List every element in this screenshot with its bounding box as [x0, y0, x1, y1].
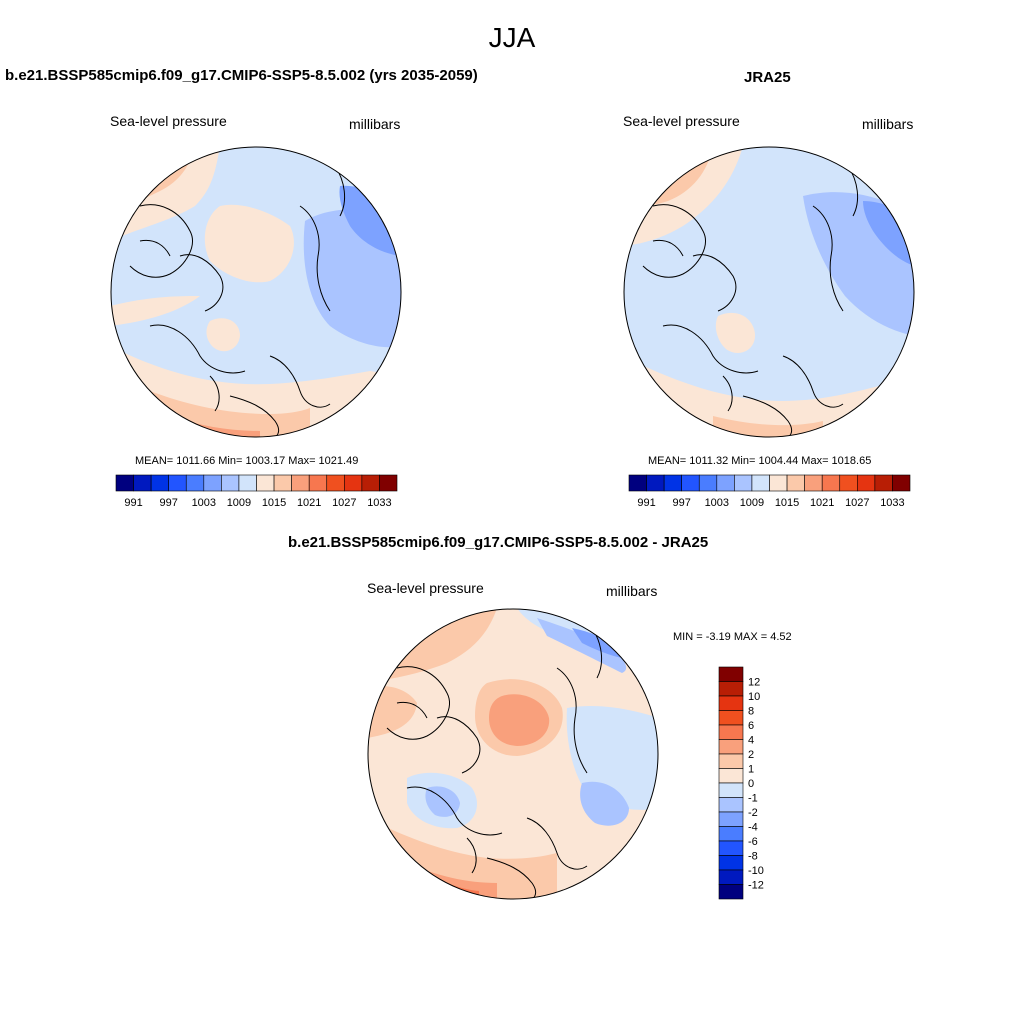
model-colorbar-swatch: [273, 474, 292, 492]
model-colorbar-swatch: [308, 474, 328, 492]
obs-stats: MEAN= 1011.32 Min= 1004.44 Max= 1018.65: [648, 455, 872, 467]
obs-colorbar-swatch: [663, 474, 682, 492]
model-colorbar-swatch: [238, 474, 257, 492]
diff-colorbar-swatch: [718, 710, 744, 726]
model-colorbar-swatch: [203, 474, 222, 492]
diff-colorbar-swatch: [718, 666, 744, 682]
model-colorbar-tick-label: 991: [124, 497, 142, 509]
model-colorbar-tick-label: 1027: [332, 497, 356, 509]
diff-colorbar-tick-label: -1: [748, 793, 758, 805]
model-colorbar-tick-label: 1009: [227, 497, 251, 509]
diff-colorbar-swatch: [718, 768, 744, 784]
model-colorbar-swatch: [185, 474, 205, 492]
model-colorbar-swatch: [133, 474, 152, 492]
diff-colorbar-tick-label: 6: [748, 720, 754, 732]
model-colorbar-swatch: [115, 474, 134, 492]
obs-colorbar-tick-label: 1009: [740, 497, 764, 509]
model-colorbar-tick-label: 1033: [367, 497, 391, 509]
model-colorbar: 991 997 1003 1009 1015 1021 1027 1033: [115, 474, 398, 509]
obs-colorbar-swatch: [628, 474, 647, 492]
model-colorbar-swatch: [379, 474, 398, 492]
model-variable-label: Sea-level pressure: [110, 113, 227, 129]
obs-colorbar-swatch: [751, 474, 770, 492]
model-colorbar-swatch: [326, 474, 345, 492]
model-colorbar-swatch: [168, 474, 187, 492]
obs-colorbar-swatch: [874, 474, 893, 492]
obs-colorbar-swatch: [857, 474, 876, 492]
obs-colorbar-tick-label: 1003: [705, 497, 729, 509]
diff-colorbar-swatch: [718, 797, 744, 813]
obs-variable-label: Sea-level pressure: [623, 113, 740, 129]
obs-colorbar-tick-label: 1033: [880, 497, 904, 509]
obs-colorbar-swatch: [716, 474, 735, 492]
obs-colorbar-swatch: [681, 474, 700, 492]
obs-colorbar-swatch: [769, 474, 788, 492]
diff-colorbar-tick-label: -4: [748, 822, 758, 834]
diff-colorbar-tick-label: -10: [748, 865, 764, 877]
model-panel-title: b.e21.BSSP585cmip6.f09_g17.CMIP6-SSP5-8.…: [5, 67, 478, 84]
diff-colorbar-swatch: [718, 826, 744, 842]
obs-colorbar-swatch: [804, 474, 823, 492]
diff-stats: MIN = -3.19 MAX = 4.52: [673, 631, 792, 643]
diff-colorbar-tick-label: -2: [748, 807, 758, 819]
obs-colorbar-tick-label: 1021: [810, 497, 834, 509]
model-colorbar-swatch: [344, 474, 363, 492]
model-colorbar-swatch: [361, 474, 380, 492]
diff-variable-label: Sea-level pressure: [367, 580, 484, 596]
obs-colorbar-swatch: [734, 474, 753, 492]
model-colorbar-swatch: [150, 474, 169, 492]
diff-colorbar-tick-label: 12: [748, 677, 760, 689]
diff-colorbar-tick-label: 8: [748, 706, 754, 718]
diff-colorbar-swatch: [718, 869, 744, 885]
figure-title: JJA: [488, 22, 536, 53]
model-map: [110, 146, 402, 438]
obs-colorbar-swatch: [786, 474, 805, 492]
model-colorbar-swatch: [221, 474, 240, 492]
diff-colorbar-tick-label: 0: [748, 778, 754, 790]
obs-colorbar-swatch: [839, 474, 858, 492]
model-stats: MEAN= 1011.66 Min= 1003.17 Max= 1021.49: [135, 455, 359, 467]
diff-panel-title: b.e21.BSSP585cmip6.f09_g17.CMIP6-SSP5-8.…: [288, 534, 709, 551]
model-colorbar-swatch: [291, 474, 310, 492]
diff-map: [367, 608, 659, 900]
diff-colorbar-swatch: [718, 782, 744, 798]
diff-colorbar-swatch: [718, 753, 744, 769]
diff-colorbar-swatch: [718, 681, 744, 697]
obs-colorbar-swatch: [892, 474, 911, 492]
diff-colorbar-swatch: [718, 840, 744, 856]
model-colorbar-tick-label: 1003: [192, 497, 216, 509]
model-colorbar-tick-label: 1021: [297, 497, 321, 509]
obs-colorbar-swatch: [646, 474, 665, 492]
diff-colorbar-swatch: [718, 739, 744, 755]
obs-colorbar: 991 997 1003 1009 1015 1021 1027 1033: [628, 474, 911, 509]
diff-colorbar-swatch: [718, 811, 744, 827]
diff-colorbar-tick-label: -6: [748, 836, 758, 848]
obs-units-label: millibars: [862, 116, 914, 132]
diff-colorbar-tick-label: 4: [748, 735, 754, 747]
obs-colorbar-swatch: [821, 474, 841, 492]
model-colorbar-tick-label: 1015: [262, 497, 286, 509]
diff-colorbar-tick-label: -12: [748, 880, 764, 892]
obs-colorbar-tick-label: 1027: [845, 497, 869, 509]
diff-colorbar-swatch: [718, 695, 744, 711]
obs-colorbar-swatch: [698, 474, 718, 492]
diff-colorbar-tick-label: -8: [748, 851, 758, 863]
model-units-label: millibars: [349, 116, 401, 132]
model-colorbar-swatch: [256, 474, 275, 492]
diff-colorbar-tick-label: 1: [748, 764, 754, 776]
diff-units-label: millibars: [606, 583, 658, 599]
obs-colorbar-tick-label: 1015: [775, 497, 799, 509]
diff-colorbar-swatch: [718, 855, 744, 871]
diff-colorbar-swatch: [718, 724, 744, 740]
obs-panel-title: JRA25: [744, 69, 791, 86]
diff-colorbar-tick-label: 2: [748, 749, 754, 761]
model-colorbar-tick-label: 997: [160, 497, 178, 509]
obs-colorbar-tick-label: 997: [673, 497, 691, 509]
obs-map: [623, 146, 915, 438]
diff-colorbar-tick-label: 10: [748, 691, 760, 703]
diff-colorbar-swatch: [718, 884, 744, 900]
obs-colorbar-tick-label: 991: [637, 497, 655, 509]
